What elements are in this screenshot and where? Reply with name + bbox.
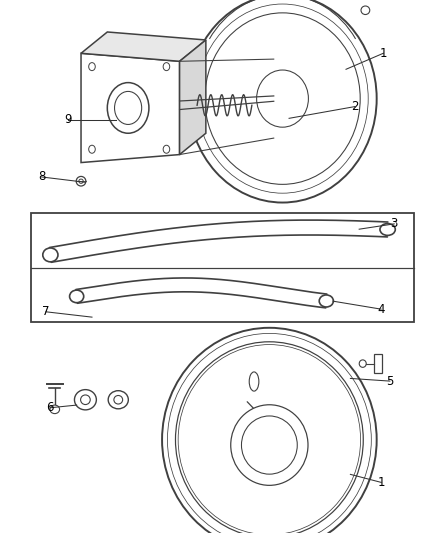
Ellipse shape <box>319 295 333 307</box>
Text: 7: 7 <box>42 305 50 318</box>
Text: 9: 9 <box>64 114 72 126</box>
Ellipse shape <box>114 395 123 404</box>
Ellipse shape <box>163 63 170 70</box>
Ellipse shape <box>108 391 128 409</box>
Polygon shape <box>81 53 180 163</box>
Text: 4: 4 <box>377 303 385 316</box>
Ellipse shape <box>359 360 366 367</box>
Ellipse shape <box>163 145 170 154</box>
Ellipse shape <box>79 179 83 183</box>
Ellipse shape <box>249 372 259 391</box>
Ellipse shape <box>241 416 297 474</box>
Ellipse shape <box>231 405 308 486</box>
Ellipse shape <box>74 390 96 410</box>
Text: 8: 8 <box>38 171 45 183</box>
Text: 1: 1 <box>379 47 387 60</box>
Ellipse shape <box>43 248 58 262</box>
Bar <box>31 213 414 322</box>
Ellipse shape <box>76 176 86 186</box>
Polygon shape <box>180 40 206 155</box>
Text: 2: 2 <box>351 100 359 113</box>
Ellipse shape <box>114 92 141 125</box>
Ellipse shape <box>81 395 90 405</box>
Text: 1: 1 <box>377 476 385 489</box>
Text: 3: 3 <box>391 217 398 230</box>
Ellipse shape <box>88 63 95 70</box>
Ellipse shape <box>361 6 370 14</box>
Ellipse shape <box>70 290 84 303</box>
Ellipse shape <box>50 405 60 414</box>
Ellipse shape <box>380 223 395 236</box>
Polygon shape <box>81 32 206 61</box>
Text: 5: 5 <box>386 375 393 387</box>
Ellipse shape <box>162 328 377 533</box>
Text: 6: 6 <box>46 401 54 414</box>
Ellipse shape <box>107 83 149 133</box>
Ellipse shape <box>88 145 95 154</box>
